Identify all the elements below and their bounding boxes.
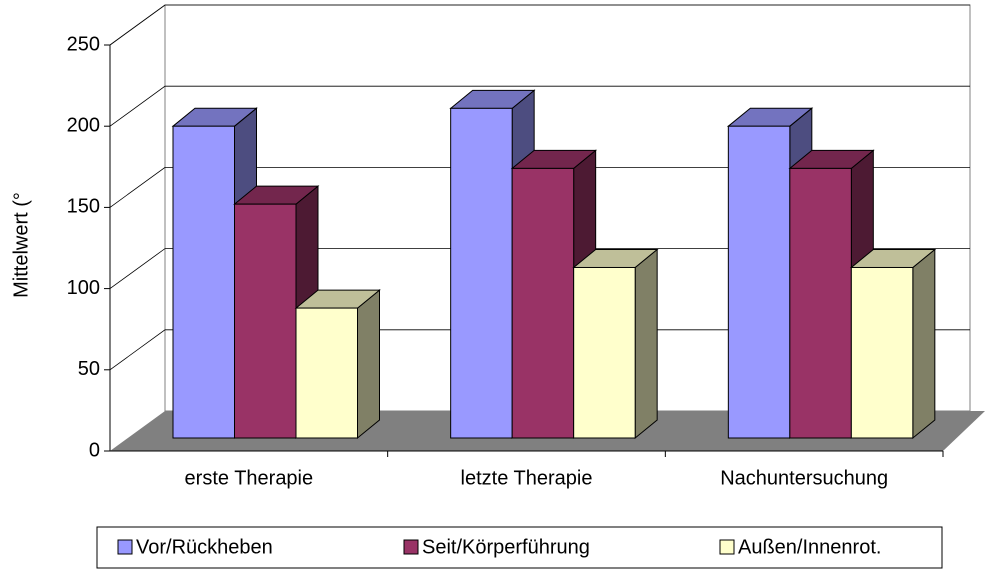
bar [450,107,513,439]
bar-side [634,248,658,440]
legend-swatch [117,539,133,555]
bar [727,125,791,439]
legend-swatch [719,539,735,555]
legend-label: Seit/Körperführung [422,536,590,558]
legend [96,526,943,569]
grid-line [109,329,970,371]
bar [295,307,358,439]
legend-label: Außen/Innenrot. [738,536,881,558]
grid-line [109,166,970,208]
grid-line [109,4,970,46]
bar [573,266,636,439]
bar [511,167,575,439]
y-tick-label: 100 [67,277,100,299]
y-tick-label: 0 [89,439,100,461]
bar [234,203,297,439]
x-tick-label: Nachuntersuchung [720,467,888,489]
bar [789,167,852,439]
x-tick-label: letzte Therapie [461,467,593,489]
grid-line [109,248,970,289]
x-tick-label: erste Therapie [185,467,314,489]
bar [172,125,235,439]
legend-swatch [403,539,419,555]
y-tick-label: 200 [67,114,100,136]
legend-label: Vor/Rückheben [136,536,273,558]
y-axis-title: Mittelwert (° [10,192,32,298]
y-tick-label: 250 [67,33,100,55]
y-tick-label: 150 [67,196,100,218]
bar-side [912,248,936,440]
grid-line [109,85,970,127]
bar-side [357,289,380,440]
y-tick-label: 50 [78,358,100,380]
bar [850,266,914,439]
